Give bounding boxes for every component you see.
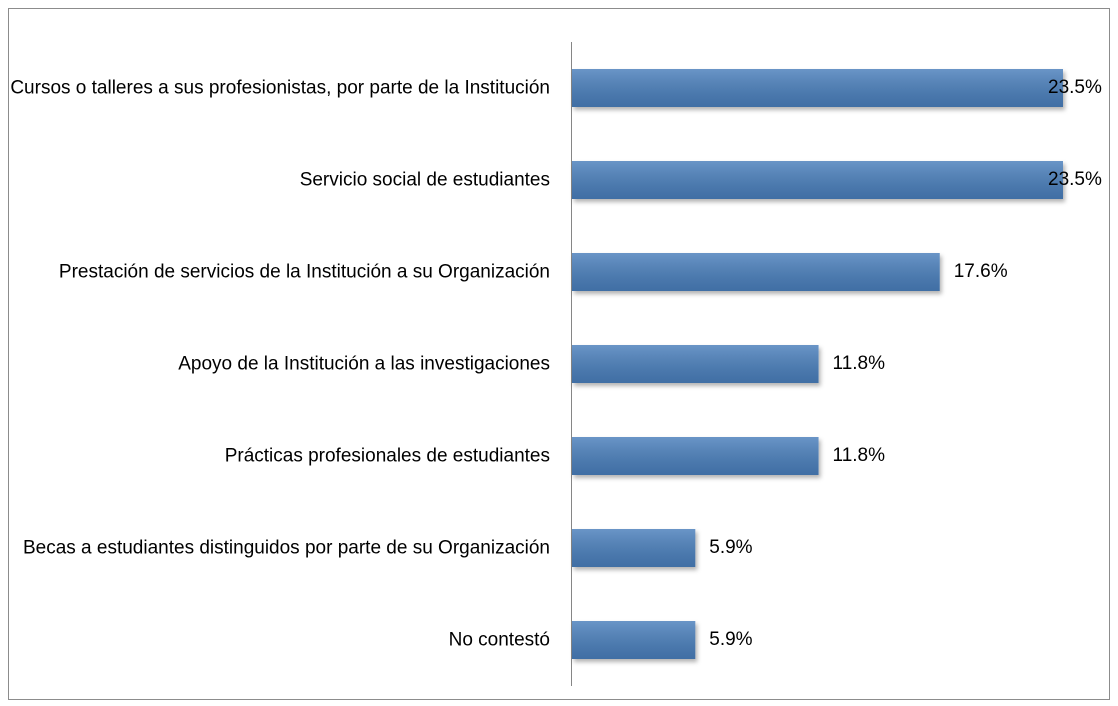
category-label: Prácticas profesionales de estudiantes bbox=[224, 445, 550, 467]
value-label: 5.9% bbox=[709, 629, 753, 650]
value-label: 23.5% bbox=[1048, 169, 1102, 190]
value-label: 11.8% bbox=[832, 353, 885, 374]
value-label: 5.9% bbox=[709, 537, 753, 558]
category-label: No contestó bbox=[448, 629, 550, 651]
value-label: 23.5% bbox=[1048, 77, 1102, 98]
bar-shade bbox=[572, 345, 819, 383]
chart-border bbox=[8, 8, 1110, 700]
category-label: Servicio social de estudiantes bbox=[299, 169, 550, 191]
value-label: 11.8% bbox=[832, 445, 885, 466]
bar-shade bbox=[572, 621, 696, 659]
bar-shade bbox=[572, 437, 819, 475]
category-label: Apoyo de la Institución a las investigac… bbox=[178, 353, 550, 375]
category-label: Becas a estudiantes distinguidos por par… bbox=[22, 537, 550, 559]
category-label: Prestación de servicios de la Institució… bbox=[58, 261, 550, 283]
bar-shade bbox=[572, 69, 1063, 107]
bar-shade bbox=[572, 161, 1063, 199]
value-label: 17.6% bbox=[953, 261, 1008, 282]
category-label: Cursos o talleres a sus profesionistas, … bbox=[10, 77, 550, 99]
bar-shade bbox=[572, 253, 940, 291]
bar-shade bbox=[572, 529, 696, 567]
